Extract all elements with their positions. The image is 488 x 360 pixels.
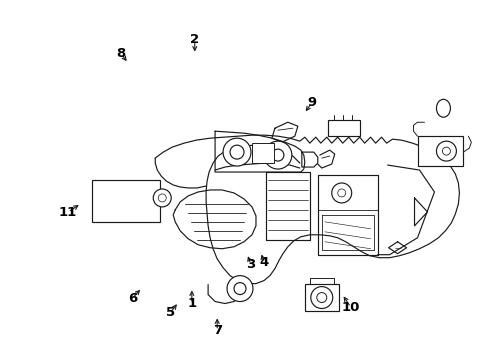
- Text: 11: 11: [59, 206, 77, 219]
- Circle shape: [158, 194, 166, 202]
- Circle shape: [310, 287, 332, 309]
- Text: 2: 2: [190, 33, 199, 46]
- Text: 3: 3: [246, 258, 255, 271]
- Circle shape: [264, 141, 291, 169]
- Circle shape: [331, 183, 351, 203]
- Bar: [92, 180, 160, 222]
- Ellipse shape: [436, 99, 449, 117]
- Text: 7: 7: [212, 324, 221, 337]
- Text: 10: 10: [341, 301, 359, 314]
- Bar: [304, 284, 338, 311]
- Circle shape: [223, 138, 250, 166]
- Circle shape: [337, 189, 345, 197]
- Circle shape: [153, 189, 171, 207]
- Bar: [327, 120, 359, 136]
- Circle shape: [442, 147, 449, 155]
- Circle shape: [436, 141, 455, 161]
- Text: 6: 6: [127, 292, 137, 305]
- Text: 8: 8: [116, 47, 125, 60]
- Text: 4: 4: [259, 256, 268, 269]
- Circle shape: [271, 149, 284, 161]
- Text: 1: 1: [187, 297, 196, 310]
- Bar: [251, 143, 273, 163]
- Text: 5: 5: [165, 306, 175, 319]
- Text: 9: 9: [306, 96, 316, 109]
- Circle shape: [234, 283, 245, 294]
- Circle shape: [229, 145, 244, 159]
- Bar: [417, 136, 463, 166]
- Circle shape: [226, 276, 252, 302]
- Circle shape: [316, 293, 326, 302]
